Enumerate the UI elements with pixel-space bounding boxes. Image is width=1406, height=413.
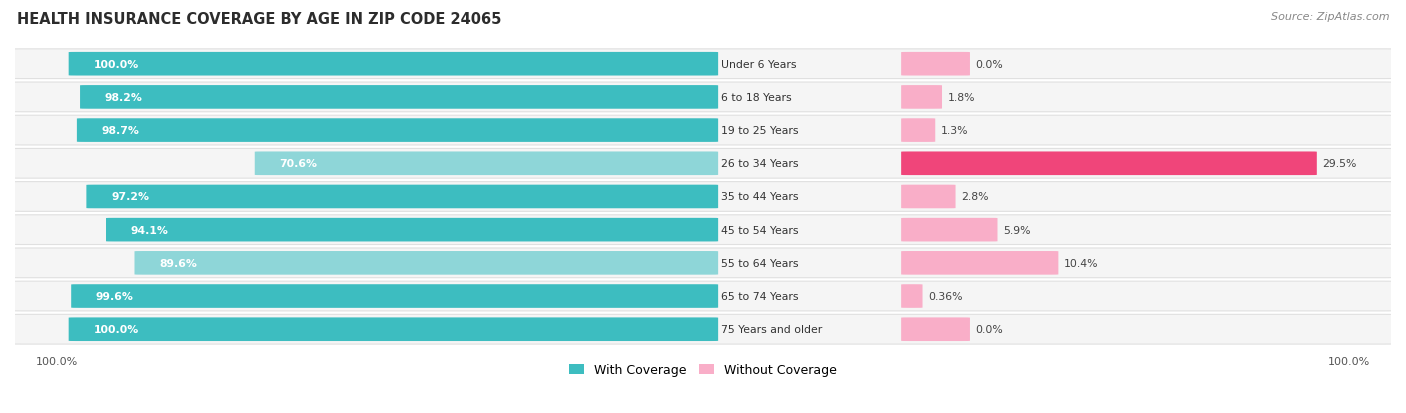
Text: 0.0%: 0.0% <box>976 59 1004 69</box>
FancyBboxPatch shape <box>72 285 718 308</box>
FancyBboxPatch shape <box>11 116 1395 146</box>
FancyBboxPatch shape <box>11 215 1395 245</box>
FancyBboxPatch shape <box>901 318 970 341</box>
FancyBboxPatch shape <box>11 182 1395 212</box>
Text: 99.6%: 99.6% <box>96 291 134 301</box>
FancyBboxPatch shape <box>901 86 942 109</box>
FancyBboxPatch shape <box>69 318 718 341</box>
Text: 65 to 74 Years: 65 to 74 Years <box>721 291 799 301</box>
FancyBboxPatch shape <box>11 282 1395 311</box>
Text: 98.7%: 98.7% <box>101 126 139 136</box>
FancyBboxPatch shape <box>105 218 718 242</box>
Text: 55 to 64 Years: 55 to 64 Years <box>721 258 799 268</box>
FancyBboxPatch shape <box>69 53 718 76</box>
Text: 100.0%: 100.0% <box>1329 356 1371 366</box>
FancyBboxPatch shape <box>901 119 935 142</box>
Text: Source: ZipAtlas.com: Source: ZipAtlas.com <box>1271 12 1389 22</box>
Text: 89.6%: 89.6% <box>159 258 197 268</box>
Text: HEALTH INSURANCE COVERAGE BY AGE IN ZIP CODE 24065: HEALTH INSURANCE COVERAGE BY AGE IN ZIP … <box>17 12 502 27</box>
FancyBboxPatch shape <box>901 218 997 242</box>
FancyBboxPatch shape <box>80 86 718 109</box>
FancyBboxPatch shape <box>86 185 718 209</box>
Text: 1.8%: 1.8% <box>948 93 974 103</box>
Text: 26 to 34 Years: 26 to 34 Years <box>721 159 799 169</box>
FancyBboxPatch shape <box>901 185 956 209</box>
Text: 75 Years and older: 75 Years and older <box>721 325 823 335</box>
Text: Under 6 Years: Under 6 Years <box>721 59 796 69</box>
FancyBboxPatch shape <box>254 152 718 176</box>
FancyBboxPatch shape <box>901 53 970 76</box>
Text: 35 to 44 Years: 35 to 44 Years <box>721 192 799 202</box>
Text: 5.9%: 5.9% <box>1002 225 1031 235</box>
Text: 19 to 25 Years: 19 to 25 Years <box>721 126 799 136</box>
Text: 10.4%: 10.4% <box>1064 258 1098 268</box>
Text: 45 to 54 Years: 45 to 54 Years <box>721 225 799 235</box>
FancyBboxPatch shape <box>11 149 1395 179</box>
Text: 98.2%: 98.2% <box>105 93 142 103</box>
Text: 100.0%: 100.0% <box>93 325 139 335</box>
Text: 2.8%: 2.8% <box>962 192 988 202</box>
Legend: With Coverage, Without Coverage: With Coverage, Without Coverage <box>564 358 842 381</box>
FancyBboxPatch shape <box>901 252 1059 275</box>
Text: 0.0%: 0.0% <box>976 325 1004 335</box>
FancyBboxPatch shape <box>901 152 1317 176</box>
FancyBboxPatch shape <box>901 285 922 308</box>
Text: 1.3%: 1.3% <box>941 126 969 136</box>
Text: 100.0%: 100.0% <box>35 356 77 366</box>
Text: 97.2%: 97.2% <box>111 192 149 202</box>
FancyBboxPatch shape <box>11 50 1395 79</box>
FancyBboxPatch shape <box>11 83 1395 112</box>
FancyBboxPatch shape <box>11 315 1395 344</box>
Text: 29.5%: 29.5% <box>1322 159 1357 169</box>
FancyBboxPatch shape <box>11 248 1395 278</box>
Text: 6 to 18 Years: 6 to 18 Years <box>721 93 792 103</box>
Text: 70.6%: 70.6% <box>280 159 318 169</box>
Text: 100.0%: 100.0% <box>93 59 139 69</box>
Text: 94.1%: 94.1% <box>131 225 169 235</box>
Text: 0.36%: 0.36% <box>928 291 963 301</box>
FancyBboxPatch shape <box>135 252 718 275</box>
FancyBboxPatch shape <box>77 119 718 142</box>
